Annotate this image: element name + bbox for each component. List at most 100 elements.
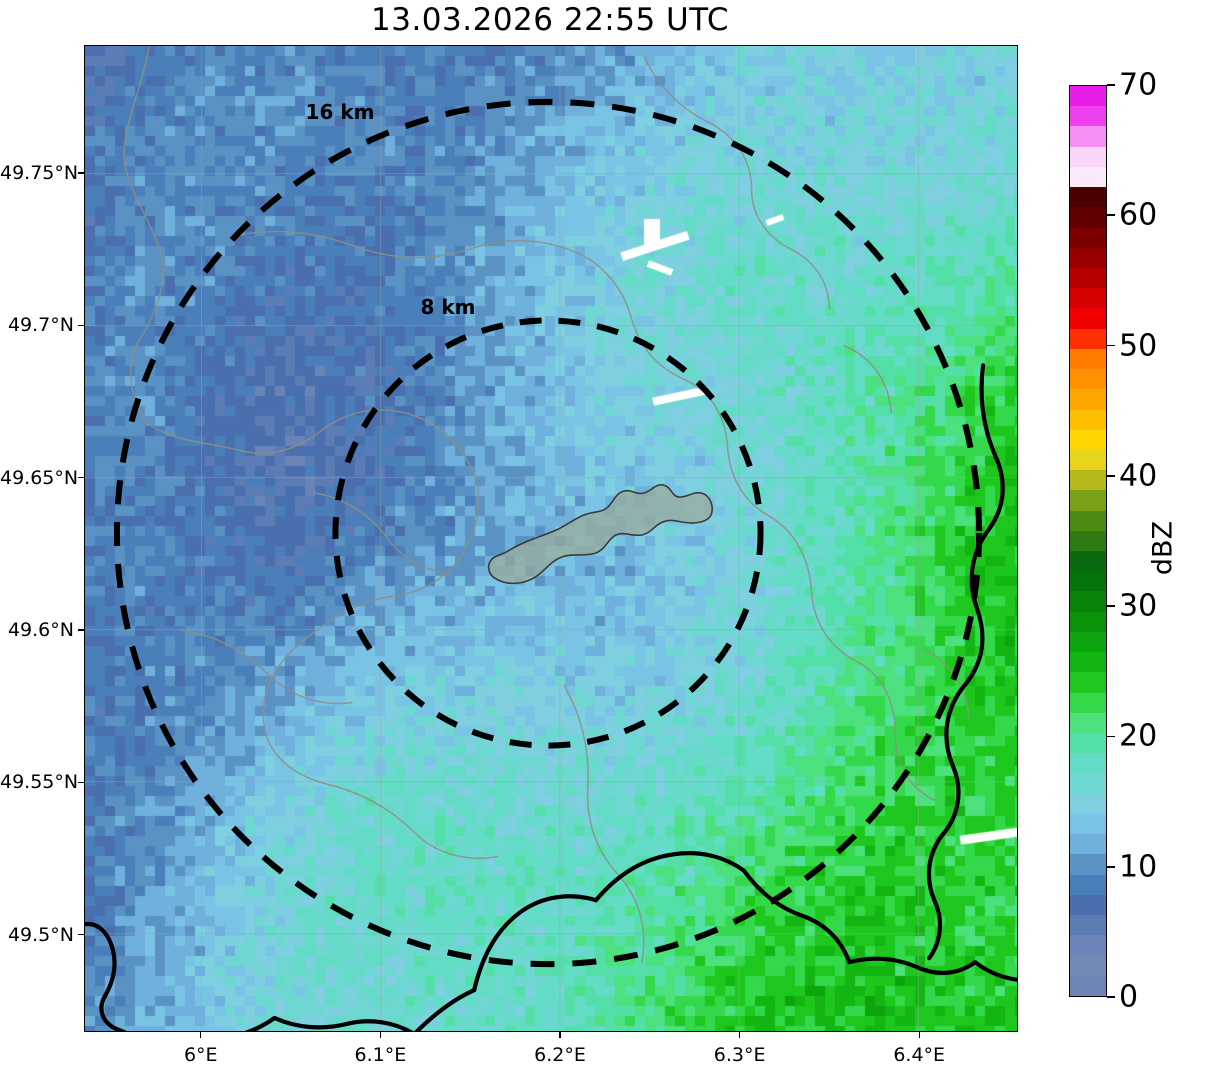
national-border-line (926, 834, 944, 961)
colorbar-tick-mark (1107, 344, 1115, 347)
colorbar-segment (1070, 146, 1106, 167)
colorbar-segment (1070, 692, 1106, 713)
national-border-line (979, 363, 1005, 532)
colorbar-segment (1070, 894, 1106, 915)
regional-border-line (643, 55, 753, 190)
regional-border-line (855, 660, 936, 802)
national-border-line (244, 1015, 277, 1031)
national-border-line (472, 894, 598, 993)
colorbar-segment (1070, 126, 1106, 147)
colorbar-segment (1070, 429, 1106, 450)
range-ring-16km (113, 98, 983, 968)
colorbar-segment (1070, 187, 1106, 208)
regional-border-line (123, 46, 164, 424)
colorbar-tick-label: 60 (1119, 197, 1158, 233)
colorbar-segment (1070, 510, 1106, 531)
lon-tick-label: 6.2°E (534, 1044, 586, 1066)
range-ring-label-8km: 8 km (420, 295, 476, 319)
lat-tick-label: 49.65°N (0, 466, 79, 489)
national-border-line (85, 922, 127, 1031)
colorbar-segment (1070, 348, 1106, 370)
colorbar-segment (1070, 288, 1106, 309)
regional-border-line (843, 344, 893, 414)
reservoir-polygon (487, 484, 713, 585)
regional-border-line (563, 684, 619, 875)
colorbar-segment (1070, 591, 1106, 612)
colorbar-tick-mark (1107, 735, 1115, 738)
colorbar-tick-mark (1107, 865, 1115, 868)
colorbar-segment (1070, 712, 1106, 733)
range-ring-label-16km: 16 km (305, 100, 375, 124)
colorbar-segment (1070, 490, 1106, 511)
regional-border-line (234, 230, 575, 259)
colorbar-segment (1070, 551, 1106, 572)
colorbar-segment (1070, 389, 1106, 410)
lat-tick-label: 49.75°N (0, 161, 79, 184)
colorbar-segment (1070, 449, 1106, 471)
regional-border-line (262, 596, 391, 786)
colorbar-segment (1070, 207, 1106, 228)
colorbar-title: dBZ (1147, 520, 1179, 576)
colorbar-segment (1070, 328, 1106, 349)
colorbar-segment (1070, 611, 1106, 632)
colorbar-segment (1070, 166, 1106, 188)
regional-border-line (390, 412, 480, 598)
colorbar-segment (1070, 975, 1106, 996)
national-border-line (847, 956, 978, 975)
colorbar-tick-label: 0 (1119, 979, 1139, 1015)
colorbar-segment (1070, 409, 1106, 430)
colorbar-segment (1070, 672, 1106, 693)
regional-border-line (573, 250, 685, 381)
regional-border-line (146, 409, 407, 454)
colorbar-segment (1070, 106, 1106, 127)
regional-border-line (328, 783, 499, 860)
colorbar-segment (1070, 227, 1106, 248)
colorbar[interactable] (1069, 85, 1107, 997)
radar-map[interactable] (84, 45, 1018, 1032)
colorbar-segment (1070, 914, 1106, 936)
lat-tick-mark (78, 324, 84, 326)
lat-tick-label: 49.7°N (7, 314, 74, 337)
colorbar-segment (1070, 955, 1106, 976)
colorbar-segment (1070, 571, 1106, 592)
lat-tick-mark (78, 781, 84, 783)
colorbar-segment (1070, 369, 1106, 390)
colorbar-tick-label: 50 (1119, 328, 1158, 364)
colorbar-segment (1070, 652, 1106, 673)
lat-tick-label: 49.6°N (7, 618, 74, 641)
colorbar-tick-label: 30 (1119, 588, 1158, 624)
colorbar-segment (1070, 631, 1106, 653)
lon-tick-mark (200, 1032, 202, 1038)
colorbar-tick-label: 40 (1119, 458, 1158, 494)
colorbar-segment (1070, 86, 1106, 107)
national-border-line (741, 868, 852, 965)
colorbar-segment (1070, 834, 1106, 855)
lat-tick-label: 49.55°N (0, 771, 79, 794)
regional-border-line (617, 873, 645, 963)
lat-tick-mark (78, 629, 84, 631)
colorbar-segment (1070, 793, 1106, 814)
range-ring-8km (332, 317, 764, 749)
colorbar-segment (1070, 267, 1106, 289)
colorbar-tick-mark (1107, 214, 1115, 217)
lat-tick-mark (78, 476, 84, 479)
colorbar-tick-mark (1107, 84, 1115, 86)
lat-tick-label: 49.5°N (7, 923, 74, 946)
map-overlay-layer (85, 46, 1017, 1031)
national-border-line (939, 682, 968, 839)
colorbar-segment (1070, 247, 1106, 268)
colorbar-tick-mark (1107, 605, 1115, 607)
lon-tick-label: 6°E (183, 1044, 218, 1066)
colorbar-segment (1070, 854, 1106, 875)
lon-tick-label: 6.4°E (893, 1044, 946, 1066)
lon-tick-label: 6.3°E (713, 1044, 766, 1066)
national-border-line (272, 1015, 414, 1031)
colorbar-tick-label: 10 (1119, 849, 1158, 885)
national-border-line (593, 851, 746, 903)
lon-tick-mark (379, 1032, 382, 1038)
lat-tick-mark (78, 933, 84, 936)
colorbar-segment (1070, 530, 1106, 552)
colorbar-tick-mark (1107, 996, 1115, 998)
colorbar-segment (1070, 773, 1106, 794)
lon-tick-mark (918, 1032, 920, 1038)
